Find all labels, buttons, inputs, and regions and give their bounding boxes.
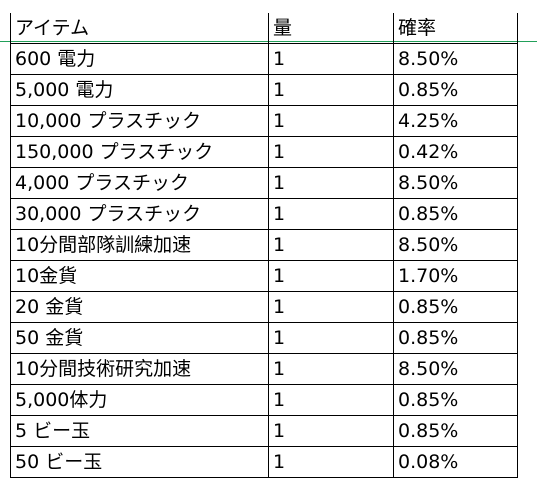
table-row: 5,000 電力 1 0.85% (10, 74, 518, 106)
cell-rate[interactable]: 8.50% (393, 43, 518, 75)
table-body: アイテム 量 確率 600 電力 1 8.50% 5,000 電力 1 0.85… (10, 13, 518, 478)
cell-item[interactable]: 10分間技術研究加速 (10, 353, 269, 385)
cell-item[interactable]: 20 金貨 (10, 291, 269, 323)
cell-item[interactable]: 5,000体力 (10, 384, 269, 416)
cell-rate[interactable]: 8.50% (393, 353, 518, 385)
cell-quantity[interactable]: 1 (268, 43, 394, 75)
cell-quantity[interactable]: 1 (268, 353, 394, 385)
header-item[interactable]: アイテム (10, 13, 269, 44)
table-row: 20 金貨 1 0.85% (10, 291, 518, 323)
cell-item[interactable]: 50 金貨 (10, 322, 269, 354)
header-quantity[interactable]: 量 (268, 13, 394, 44)
table-row: 10分間技術研究加速 1 8.50% (10, 353, 518, 385)
cell-quantity[interactable]: 1 (268, 74, 394, 106)
cell-quantity[interactable]: 1 (268, 446, 394, 478)
cell-item[interactable]: 10,000 プラスチック (10, 105, 269, 137)
table-row: 4,000 プラスチック 1 8.50% (10, 167, 518, 199)
cell-item[interactable]: 10分間部隊訓練加速 (10, 229, 269, 261)
table-row: 10,000 プラスチック 1 4.25% (10, 105, 518, 137)
cell-quantity[interactable]: 1 (268, 229, 394, 261)
cell-rate[interactable]: 8.50% (393, 167, 518, 199)
cell-item[interactable]: 5 ビー玉 (10, 415, 269, 447)
cell-item[interactable]: 4,000 プラスチック (10, 167, 269, 199)
cell-item[interactable]: 30,000 プラスチック (10, 198, 269, 230)
table-row: 10分間部隊訓練加速 1 8.50% (10, 229, 518, 261)
table-row: 5,000体力 1 0.85% (10, 384, 518, 416)
cell-quantity[interactable]: 1 (268, 198, 394, 230)
cell-quantity[interactable]: 1 (268, 291, 394, 323)
table-row: 600 電力 1 8.50% (10, 43, 518, 75)
table-row: 10金貨 1 1.70% (10, 260, 518, 292)
table-row: 30,000 プラスチック 1 0.85% (10, 198, 518, 230)
cell-item[interactable]: 50 ビー玉 (10, 446, 269, 478)
cell-rate[interactable]: 0.85% (393, 198, 518, 230)
cell-rate[interactable]: 0.85% (393, 384, 518, 416)
table-header-row: アイテム 量 確率 (10, 13, 518, 44)
cell-quantity[interactable]: 1 (268, 167, 394, 199)
cell-rate[interactable]: 0.85% (393, 291, 518, 323)
cell-item[interactable]: 600 電力 (10, 43, 269, 75)
cell-rate[interactable]: 0.85% (393, 322, 518, 354)
cell-quantity[interactable]: 1 (268, 105, 394, 137)
table-row: 50 金貨 1 0.85% (10, 322, 518, 354)
cell-rate[interactable]: 0.08% (393, 446, 518, 478)
cell-item[interactable]: 10金貨 (10, 260, 269, 292)
cell-quantity[interactable]: 1 (268, 136, 394, 168)
header-rate[interactable]: 確率 (393, 13, 518, 44)
table-row: 5 ビー玉 1 0.85% (10, 415, 518, 447)
cell-rate[interactable]: 1.70% (393, 260, 518, 292)
cell-quantity[interactable]: 1 (268, 260, 394, 292)
cell-rate[interactable]: 0.85% (393, 74, 518, 106)
table-row: 50 ビー玉 1 0.08% (10, 446, 518, 478)
drop-rate-table: アイテム 量 確率 600 電力 1 8.50% 5,000 電力 1 0.85… (10, 13, 518, 478)
cell-rate[interactable]: 0.85% (393, 415, 518, 447)
table-row: 150,000 プラスチック 1 0.42% (10, 136, 518, 168)
cell-rate[interactable]: 8.50% (393, 229, 518, 261)
cell-rate[interactable]: 0.42% (393, 136, 518, 168)
cell-item[interactable]: 5,000 電力 (10, 74, 269, 106)
cell-rate[interactable]: 4.25% (393, 105, 518, 137)
cell-quantity[interactable]: 1 (268, 384, 394, 416)
cell-quantity[interactable]: 1 (268, 415, 394, 447)
cell-quantity[interactable]: 1 (268, 322, 394, 354)
cell-item[interactable]: 150,000 プラスチック (10, 136, 269, 168)
